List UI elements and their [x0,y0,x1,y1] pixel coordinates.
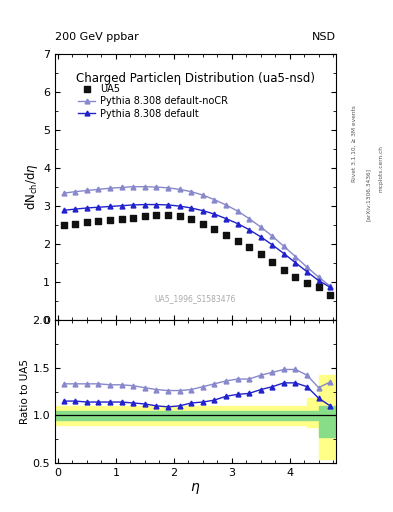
Legend: UA5, Pythia 8.308 default-noCR, Pythia 8.308 default: UA5, Pythia 8.308 default-noCR, Pythia 8… [74,80,232,122]
Pythia 8.308 default [212,211,217,217]
UA5 [304,279,310,287]
Pythia 8.308 default [316,278,321,284]
UA5 [281,266,287,274]
Pythia 8.308 default-noCR [247,216,252,222]
Pythia 8.308 default [177,203,182,209]
Pythia 8.308 default [270,242,275,248]
UA5 [188,215,194,223]
UA5 [107,216,113,224]
Y-axis label: Ratio to UA5: Ratio to UA5 [20,359,29,424]
Pythia 8.308 default [84,205,89,211]
UA5 [142,212,148,221]
Pythia 8.308 default [131,202,136,208]
Pythia 8.308 default-noCR [143,184,147,190]
Pythia 8.308 default [200,207,205,214]
Pythia 8.308 default [165,202,170,208]
Text: 200 GeV ppbar: 200 GeV ppbar [55,32,139,42]
Pythia 8.308 default [143,202,147,208]
Pythia 8.308 default [281,250,286,257]
Pythia 8.308 default-noCR [189,188,193,195]
Bar [55,411,307,420]
UA5 [165,211,171,219]
UA5 [130,214,136,222]
UA5 [153,211,160,219]
Pythia 8.308 default-noCR [61,190,66,196]
Pythia 8.308 default-noCR [73,188,78,195]
Pythia 8.308 default [73,206,78,212]
Pythia 8.308 default-noCR [316,274,321,280]
UA5 [95,217,102,225]
Pythia 8.308 default-noCR [119,184,124,190]
Pythia 8.308 default-noCR [224,202,228,208]
Pythia 8.308 default [108,203,112,209]
Pythia 8.308 default-noCR [281,243,286,249]
UA5 [61,221,67,229]
UA5 [223,231,229,240]
Pythia 8.308 default [224,216,228,222]
X-axis label: $\eta$: $\eta$ [190,481,201,496]
Pythia 8.308 default-noCR [154,184,159,190]
Text: Rivet 3.1.10, ≥ 3M events: Rivet 3.1.10, ≥ 3M events [352,105,357,182]
Text: mcplots.cern.ch: mcplots.cern.ch [378,145,383,193]
Pythia 8.308 default-noCR [270,233,275,239]
Pythia 8.308 default [119,203,124,209]
UA5 [257,250,264,259]
Bar [55,406,307,425]
UA5 [211,225,217,233]
Pythia 8.308 default-noCR [293,253,298,260]
UA5 [269,258,275,266]
Pythia 8.308 default-noCR [108,185,112,191]
Pythia 8.308 default-noCR [235,208,240,214]
Pythia 8.308 default [154,202,159,208]
Pythia 8.308 default [293,260,298,266]
Pythia 8.308 default [189,205,193,211]
Pythia 8.308 default-noCR [96,186,101,193]
UA5 [234,237,241,245]
Line: Pythia 8.308 default: Pythia 8.308 default [61,202,332,290]
Pythia 8.308 default-noCR [165,185,170,191]
Pythia 8.308 default [328,284,332,290]
Text: UA5_1996_S1583476: UA5_1996_S1583476 [155,294,236,303]
UA5 [72,220,79,228]
UA5 [246,243,252,251]
Pythia 8.308 default [247,226,252,232]
Text: NSD: NSD [312,32,336,42]
UA5 [176,212,183,221]
Pythia 8.308 default [96,204,101,210]
Pythia 8.308 default-noCR [84,187,89,194]
UA5 [200,220,206,228]
Pythia 8.308 default-noCR [305,264,309,270]
Pythia 8.308 default-noCR [177,186,182,193]
Bar [319,406,336,437]
Bar [307,411,319,420]
UA5 [316,283,322,291]
UA5 [84,218,90,226]
Pythia 8.308 default-noCR [328,283,332,289]
Pythia 8.308 default-noCR [258,224,263,230]
UA5 [119,215,125,223]
Bar [307,398,319,427]
Pythia 8.308 default [61,207,66,214]
Text: Charged Particleη Distribution (ua5-nsd): Charged Particleη Distribution (ua5-nsd) [76,72,315,86]
Pythia 8.308 default [235,221,240,227]
Pythia 8.308 default [305,269,309,275]
Bar [319,375,336,459]
Pythia 8.308 default-noCR [212,197,217,203]
Text: [arXiv:1306.3436]: [arXiv:1306.3436] [365,168,371,221]
Line: Pythia 8.308 default-noCR: Pythia 8.308 default-noCR [61,184,332,289]
Pythia 8.308 default-noCR [200,192,205,198]
Y-axis label: dN$_{\mathregular{ch}}$/d$\eta$: dN$_{\mathregular{ch}}$/d$\eta$ [23,163,40,210]
Pythia 8.308 default [258,234,263,240]
UA5 [292,273,299,281]
Pythia 8.308 default-noCR [131,184,136,190]
UA5 [327,291,333,299]
